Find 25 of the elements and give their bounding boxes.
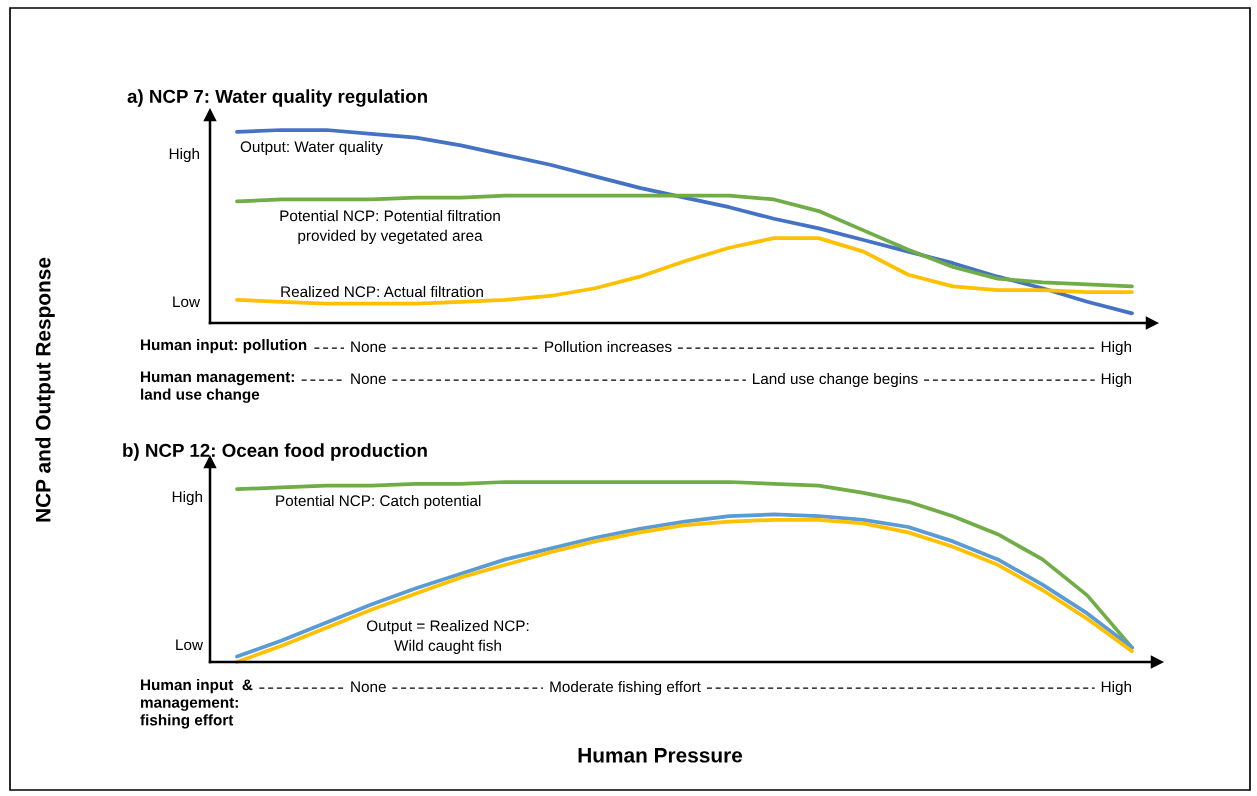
text: None xyxy=(351,681,386,693)
text: High xyxy=(1101,340,1132,356)
series-label: Output = Realized NCP: Wild caught fish xyxy=(366,619,529,655)
text: High xyxy=(1101,680,1132,696)
chart-title: a) NCP 7: Water quality regulation xyxy=(127,89,427,107)
series-label: Realized NCP: Actual filtration xyxy=(281,285,483,298)
text: Land use change begins xyxy=(753,372,918,388)
text: High xyxy=(1101,372,1132,388)
text: Pollution increases xyxy=(545,340,672,353)
text: Human management: land use change xyxy=(141,371,294,403)
series-label: Potential NCP: Potential filtration provided by vegetated area xyxy=(280,209,500,245)
text: Human input & management: fishing effort xyxy=(140,679,253,729)
text: None xyxy=(351,373,386,385)
text: High xyxy=(172,490,203,506)
x-axis-title: Human Pressure xyxy=(578,748,743,763)
text: Low xyxy=(176,639,204,651)
text: Human input: pollution xyxy=(141,339,307,354)
text: None xyxy=(351,341,386,353)
text: Moderate fishing effort xyxy=(550,680,701,696)
y-axis-title: NCP and Output Response xyxy=(35,257,55,522)
series-label: Output: Water quality xyxy=(240,140,383,156)
text: High xyxy=(169,147,200,163)
series-label: Potential NCP: Catch potential xyxy=(276,494,481,510)
text: Low xyxy=(173,296,201,308)
chart-title: b) NCP 12: Ocean food production xyxy=(123,443,427,461)
